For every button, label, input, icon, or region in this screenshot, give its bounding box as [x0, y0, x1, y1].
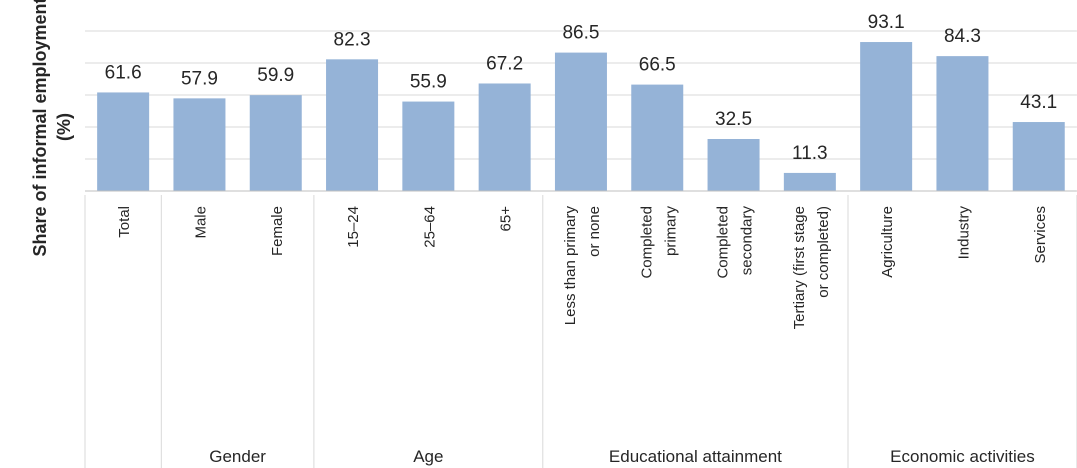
group-label: Educational attainment: [609, 447, 782, 466]
category-label: 65+: [498, 206, 515, 232]
category-label: primary: [662, 206, 679, 257]
bar: [173, 98, 226, 191]
y-axis-label: Share of informal employment: [30, 0, 50, 257]
category-label: Less than primary: [562, 206, 579, 326]
value-label: 32.5: [715, 109, 752, 130]
bar: [1012, 122, 1065, 191]
category-label: Tertiary (first stage: [791, 206, 808, 329]
category-label: Completed: [638, 206, 655, 279]
category-label: or completed): [815, 206, 832, 298]
bar: [554, 52, 607, 191]
category-label: Total: [116, 206, 133, 238]
category-label: Agriculture: [879, 206, 896, 278]
value-label: 55.9: [410, 72, 447, 93]
group-label: Age: [413, 447, 443, 466]
value-label: 57.9: [181, 68, 218, 89]
value-label: 67.2: [486, 53, 523, 74]
category-label: Completed: [715, 206, 732, 279]
bar: [478, 83, 531, 191]
bar: [936, 56, 989, 192]
value-label: 11.3: [792, 143, 828, 164]
value-label: 66.5: [639, 55, 676, 76]
bar: [631, 84, 684, 191]
group-label: Economic activities: [890, 447, 1035, 466]
bar: [860, 42, 913, 191]
value-label: 93.1: [868, 12, 905, 33]
bar: [249, 95, 302, 191]
category-label: Female: [269, 206, 286, 256]
group-label: Gender: [209, 447, 266, 466]
value-label: 84.3: [944, 26, 981, 47]
category-label: or none: [586, 206, 603, 257]
y-axis-label: (%): [54, 113, 74, 141]
value-label: 86.5: [562, 23, 599, 44]
bar: [97, 92, 150, 191]
bar: [783, 172, 836, 191]
category-label: 15–24: [345, 206, 362, 248]
bar: [326, 59, 379, 191]
category-label: Services: [1032, 206, 1049, 264]
value-label: 82.3: [334, 29, 371, 50]
bar: [402, 101, 455, 191]
category-label: 25–64: [421, 206, 438, 248]
category-label: secondary: [739, 206, 756, 276]
value-label: 43.1: [1020, 92, 1057, 113]
category-label: Industry: [955, 206, 972, 260]
value-label: 61.6: [105, 62, 142, 83]
category-label: Male: [192, 206, 209, 239]
bar: [707, 139, 760, 191]
value-label: 59.9: [257, 65, 294, 86]
